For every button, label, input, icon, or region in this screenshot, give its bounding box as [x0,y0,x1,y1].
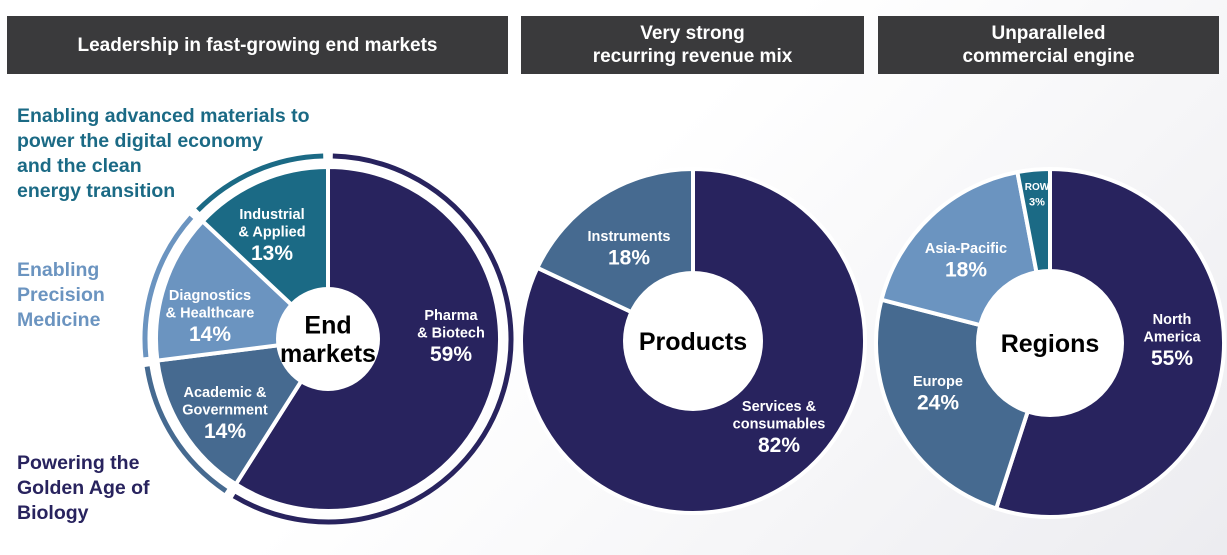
caption-precision-line: Enabling [17,259,100,281]
slice-2-2-value: 18% [945,259,987,282]
center-label: Products [639,328,747,356]
slice-1-0-label: consumables [733,416,826,432]
header-recurring-revenue-line2: recurring revenue mix [592,46,793,67]
slice-2-0-value: 55% [1151,347,1193,370]
slice-0-2-label: & Healthcare [166,305,255,321]
slice-0-3-label: Industrial [239,207,304,223]
slice-0-0-value: 59% [430,343,472,366]
caption-precision-line: Precision [17,284,105,306]
slice-0-0-label: Pharma [424,308,478,324]
caption-advanced-line: and the clean [17,155,142,177]
slice-end-markets-3 [200,165,330,341]
outer-ring-segment [142,215,194,358]
header-end-markets: Leadership in fast-growing end markets [7,16,508,74]
slice-2-0-label: America [1143,329,1201,345]
slice-0-1-label: Government [182,402,268,418]
slice-0-3-label: & Applied [238,224,305,240]
caption-advanced-line: energy transition [17,180,176,202]
caption-biology-line: Golden Age of [17,477,150,499]
caption-advanced-line: power the digital economy [17,130,263,152]
slice-0-1-value: 14% [204,420,246,443]
slice-2-3-value: 3% [1029,196,1045,208]
slice-2-2-label: Asia-Pacific [925,241,1007,257]
header-commercial-engine: Unparalleled commercial engine [878,16,1219,74]
donut-center-1 [623,271,763,411]
header-recurring-revenue: Very strong recurring revenue mix [521,16,864,74]
slice-0-3-value: 13% [251,242,293,265]
slice-1-1-value: 18% [608,247,650,270]
caption-precision-line: Medicine [17,309,101,331]
center-label: End [304,311,351,339]
slice-1-1-label: Instruments [588,229,671,245]
center-label: markets [280,340,376,368]
center-label: Regions [1001,330,1100,358]
slice-0-1-label: Academic & [183,385,267,401]
slice-0-2-value: 14% [189,323,231,346]
donut-center-0 [276,287,380,391]
outer-ring-segment [144,366,228,493]
header-recurring-revenue-line1: Very strong [640,23,745,44]
caption-biology-line: Biology [17,502,89,524]
caption-biology-line: Powering the [17,452,140,474]
caption-advanced-line: Enabling advanced materials to [17,105,310,127]
header-commercial-engine-line2: commercial engine [962,46,1135,67]
slice-end-markets-1 [155,337,330,487]
header-end-markets-text: Leadership in fast-growing end markets [77,34,438,56]
slice-1-0-value: 82% [758,434,800,457]
caption-golden-age-biology: Powering the Golden Age of Biology [17,451,150,526]
caption-precision-medicine: Enabling Precision Medicine [17,258,105,333]
slice-2-3-label: ROW [1025,182,1050,193]
slice-2-0-label: North [1153,312,1192,328]
slice-1-0-label: Services & [742,399,817,415]
slice-2-1-label: Europe [913,374,963,390]
donut-center-2 [976,269,1124,417]
slice-0-0-label: & Biotech [417,325,485,341]
slice-0-2-label: Diagnostics [169,288,251,304]
header-commercial-engine-line1: Unparalleled [991,23,1106,44]
outer-ring-segment [232,153,514,525]
caption-advanced-materials: Enabling advanced materials to power the… [17,104,310,204]
slice-2-1-value: 24% [917,392,959,415]
outer-ring-segment [196,153,324,213]
